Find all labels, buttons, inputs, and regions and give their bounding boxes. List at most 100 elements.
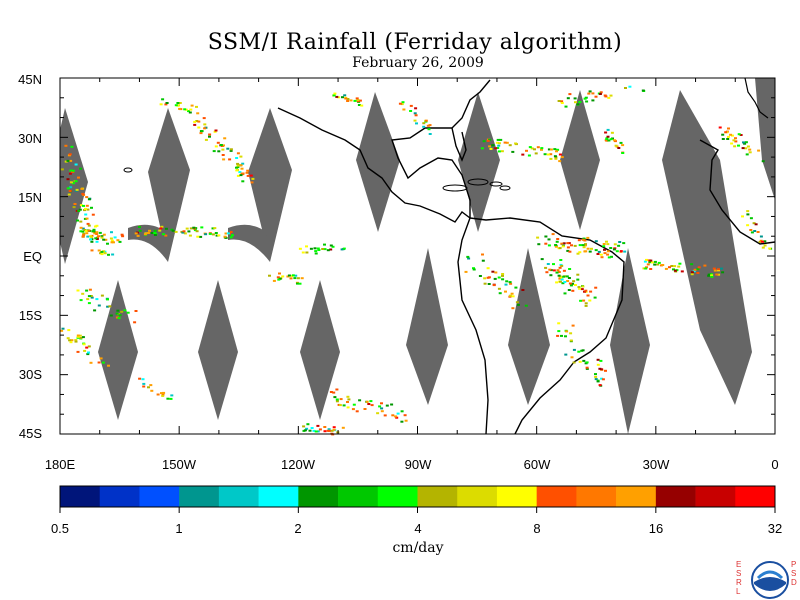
rain-cell	[591, 92, 595, 95]
rain-cell	[614, 144, 618, 147]
rain-cell	[530, 147, 534, 150]
rain-cell	[610, 131, 614, 134]
rain-cell	[503, 141, 507, 144]
lat-label-30s: 30S	[18, 367, 42, 382]
rain-cell	[68, 339, 72, 342]
colorbar-swatch	[179, 486, 220, 507]
rain-cell	[718, 126, 722, 129]
rain-cell	[758, 240, 762, 243]
rain-cell	[617, 147, 621, 149]
rain-cell	[185, 227, 189, 230]
rain-cell	[501, 273, 505, 275]
rain-cell	[409, 110, 413, 112]
rain-cell	[584, 289, 588, 292]
rain-cell	[673, 265, 677, 268]
rain-cell	[585, 367, 589, 370]
rain-cell	[653, 263, 657, 266]
rain-cell	[95, 231, 99, 234]
rain-cell	[204, 233, 208, 236]
rain-cell	[657, 261, 661, 264]
esrl-letters: E S R L	[736, 560, 742, 596]
rain-cell	[360, 104, 364, 107]
rain-cell	[552, 263, 555, 266]
rain-cell	[594, 286, 598, 289]
rain-cell	[106, 298, 109, 301]
rain-cell	[544, 266, 548, 269]
rain-cell	[619, 250, 623, 253]
rain-cell	[391, 414, 395, 417]
rain-cell	[481, 253, 484, 256]
rain-cell	[219, 144, 223, 146]
rain-cell	[750, 231, 754, 234]
rain-cell	[102, 238, 106, 241]
swath-gap	[406, 248, 448, 405]
rain-cell	[197, 120, 201, 123]
rain-cell	[741, 215, 744, 218]
rain-cell	[83, 209, 86, 212]
rain-cell	[540, 148, 543, 151]
rain-cell	[208, 232, 212, 235]
rain-cell	[618, 241, 622, 243]
rain-cell	[596, 253, 600, 255]
rain-cell	[298, 282, 302, 285]
rain-cell	[534, 152, 538, 155]
rain-cell	[203, 123, 207, 126]
rain-cell	[586, 236, 590, 239]
rain-cell	[721, 271, 725, 274]
rain-cell	[615, 250, 619, 253]
rain-cell	[742, 141, 745, 144]
rain-cell	[138, 226, 141, 228]
rain-cell	[71, 169, 75, 172]
swath-gap	[508, 248, 550, 405]
rain-cell	[301, 251, 305, 254]
rain-cell	[86, 353, 90, 356]
rain-cell	[568, 250, 572, 253]
rain-cell	[333, 396, 337, 399]
rain-cell	[380, 402, 383, 405]
rain-cell	[645, 258, 648, 261]
rain-cell	[613, 243, 617, 246]
rain-cell	[100, 235, 104, 238]
rain-cell	[339, 398, 343, 401]
rain-cell	[619, 141, 623, 144]
rain-cell	[426, 124, 430, 127]
island	[467, 178, 489, 186]
rain-cell	[403, 414, 407, 417]
rain-cell	[327, 428, 331, 431]
rain-cell	[178, 107, 182, 110]
swath-gap	[560, 90, 600, 230]
rain-cell	[549, 274, 553, 277]
rain-cell	[113, 236, 117, 239]
island	[499, 185, 511, 191]
rain-cell	[76, 289, 80, 292]
rain-cell	[643, 260, 647, 263]
rain-cell	[85, 196, 89, 199]
rain-cell	[115, 316, 119, 319]
rain-cell	[588, 299, 592, 302]
rain-cell	[464, 270, 468, 273]
rain-cell	[761, 240, 765, 243]
rain-cell	[187, 230, 191, 233]
rain-cell	[540, 258, 544, 261]
swath-gap	[60, 108, 88, 264]
rain-cell	[109, 314, 113, 317]
rain-cell	[488, 138, 492, 141]
rain-cell	[76, 335, 80, 338]
rain-cell	[586, 294, 590, 297]
rain-cell	[312, 429, 316, 432]
rain-cell	[478, 275, 482, 277]
rain-cell	[341, 96, 344, 99]
rain-cell	[555, 240, 559, 243]
lon-label-0: 0	[771, 457, 779, 472]
rain-cell	[562, 269, 566, 272]
rain-cell	[69, 181, 73, 184]
lon-label-60w: 60W	[523, 457, 551, 472]
rain-cell	[70, 145, 74, 148]
rain-cell	[356, 100, 360, 103]
rain-cell	[86, 235, 90, 238]
map-title: SSM/I Rainfall (Ferriday algorithm)	[207, 30, 623, 55]
rain-cell	[236, 174, 240, 177]
rain-cell	[95, 298, 99, 301]
rain-cell	[212, 150, 216, 153]
rain-cell	[121, 235, 125, 238]
